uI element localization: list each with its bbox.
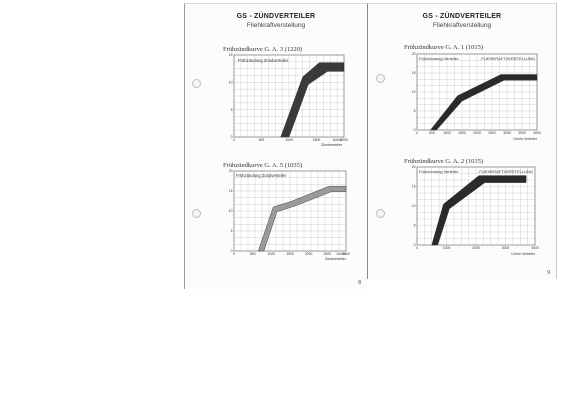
punch-hole [376,209,385,218]
y-tick-label: 5 [414,224,416,228]
chart-label-right: FLIEHKRAFTVERSTELLUNG [481,56,535,61]
curve-heading: Frühzündkurve G. A. 1 (1015) [404,44,484,51]
x-tick-label: 1000 [285,138,293,142]
x-tick-label: 1500 [286,252,294,256]
y-tick-label: 5 [231,108,233,112]
x-tick-label: 1000 [443,131,451,135]
y-tick-label: 20 [229,169,233,173]
chart-label: Frühzündung Verteiler [419,56,459,61]
y-tick-label: 20 [412,165,416,169]
x-tick-label: 3000 [502,246,510,250]
y-tick-label: 15 [412,185,416,189]
x-tick-label: 500 [429,131,435,135]
page-number: 9 [547,270,550,276]
x-tick-label: 3000 [342,252,350,256]
page-subtitle: Fliehkraftverstellung [432,22,492,29]
y-tick-label: 0 [414,128,416,132]
x-axis-label: U/min [337,252,346,256]
x-tick-label: 1500 [458,131,466,135]
page-number: 8 [358,280,361,286]
y-tick-label: 0 [231,249,233,253]
x-tick-label: 2000 [340,138,348,142]
y-tick-label: 20 [412,52,416,56]
advance-curve-chart-ga1: 0 500 1000 1500 2000 2500 3000 3500 400005101520… [412,52,541,141]
punch-hole [192,209,201,218]
x-tick-label: 1500 [313,138,321,142]
x-tick-label: 3500 [518,131,526,135]
punch-hole [192,79,201,88]
x-tick-label: 0 [416,246,418,250]
chart-label-right: FLIEHKRAFTVERSTELLUNG [479,169,533,174]
x-tick-label: 1000 [268,252,276,256]
x-tick-label: 0 [416,131,418,135]
page-subtitle: Fliehkraftverstellung [246,22,306,29]
x-tick-label: 3000 [503,131,511,135]
advance-band [280,62,345,138]
x-tick-label: 500 [250,252,256,256]
x-tick-label: 2000 [472,246,480,250]
x-tick-label: 2500 [324,252,332,256]
y-tick-label: 5 [414,109,416,113]
advance-band [257,186,347,252]
y-tick-label: 0 [414,243,416,247]
x-tick-label: 1000 [443,246,451,250]
y-tick-label: 10 [412,90,416,94]
x-tick-label: 2000 [305,252,313,256]
x-axis-label: Zündverteiler [321,143,343,147]
x-tick-label: 500 [259,138,265,142]
advance-band [431,175,527,246]
x-axis-label: Zündverteiler [325,257,347,261]
y-tick-label: 15 [229,53,233,57]
advance-band [430,74,538,131]
x-tick-label: 0 [233,252,235,256]
page-title: GS - ZÜNDVERTEILER [422,13,502,20]
x-tick-label: 2500 [488,131,496,135]
x-tick-label: 2000 [473,131,481,135]
y-tick-label: 10 [412,204,416,208]
page-title: GS - ZÜNDVERTEILER [236,13,316,20]
y-tick-label: 15 [229,189,233,193]
y-tick-label: 15 [412,71,416,75]
x-axis-label: U/min Verteiler [513,137,537,141]
y-tick-label: 5 [231,229,233,233]
chart-label: Frühzündung Zündverteiler [236,173,287,178]
x-axis-label: U/min [333,138,342,142]
x-tick-label: 0 [233,138,235,142]
chart-label: Frühzündung Verteiler [419,169,459,174]
curve-heading: Frühzündkurve G. A. 2 (1015) [404,158,484,165]
y-tick-label: 10 [229,209,233,213]
y-tick-label: 10 [229,81,233,85]
chart-label: Frühzündung Zündverteiler [238,58,289,63]
x-tick-label: 4000 [531,246,539,250]
y-tick-label: 0 [231,135,233,139]
x-tick-label: 4000 [533,131,541,135]
punch-hole [376,74,385,83]
x-axis-label: U/min Verteiler [511,252,535,256]
curve-heading: Frühzündkurve G. A. 3 (1220) [223,46,303,53]
curve-heading: Frühzündkurve G. A. 5 (1035) [223,162,303,169]
